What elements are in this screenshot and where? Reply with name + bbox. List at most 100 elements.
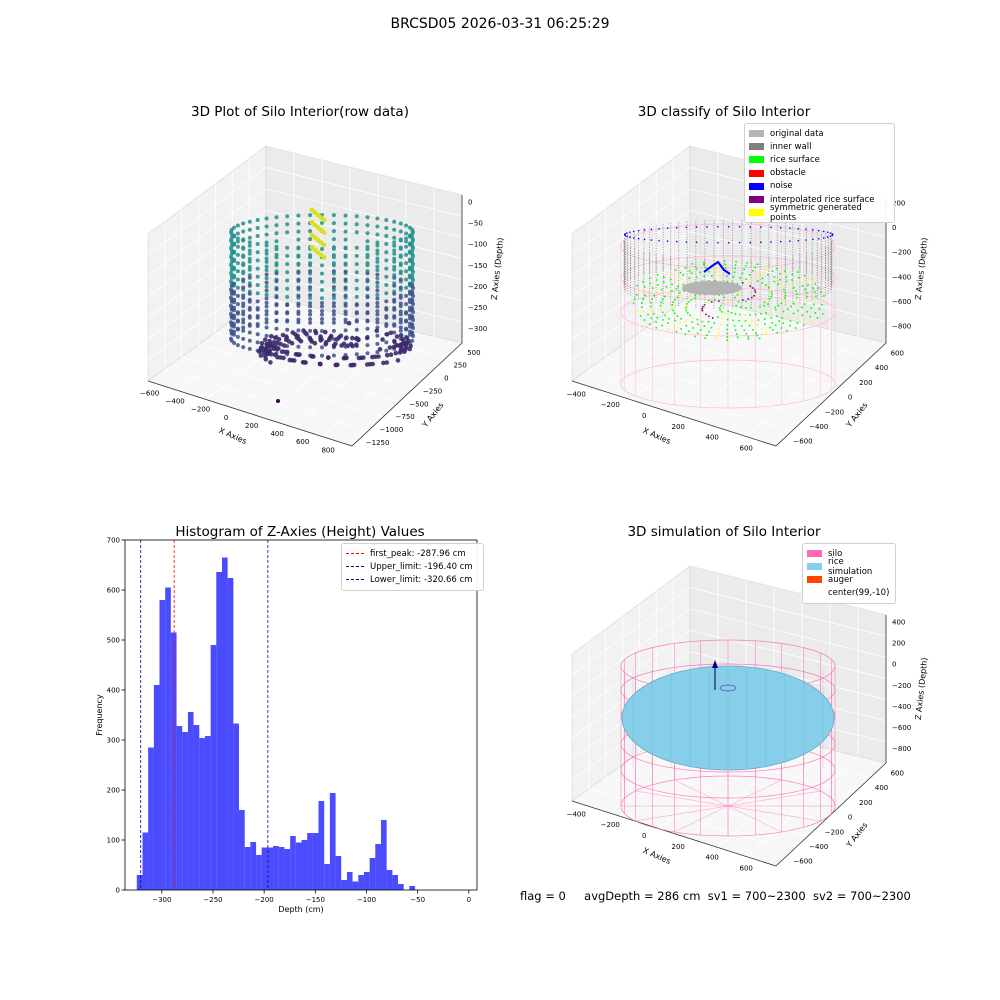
- surface-point: [738, 320, 740, 322]
- raw-point: [393, 350, 399, 356]
- noise-point: [805, 239, 807, 241]
- raw-point: [408, 343, 413, 349]
- grid-line: [600, 302, 719, 391]
- grid-line: [659, 315, 775, 410]
- surface-point: [668, 317, 670, 320]
- raw-point: [320, 271, 324, 276]
- surface-point: [707, 320, 710, 323]
- raw-point: [274, 239, 279, 244]
- raw-point: [375, 251, 380, 256]
- y-tick-label: 700: [107, 537, 120, 545]
- surface-point: [667, 292, 669, 295]
- legend-label: rice surface: [770, 154, 820, 165]
- surface-point: [774, 324, 777, 326]
- surface-point: [635, 294, 638, 296]
- raw-point: [296, 261, 301, 266]
- surface-point: [789, 324, 791, 327]
- histogram-bar: [307, 833, 313, 890]
- surface-point: [705, 267, 708, 269]
- y-tick-label: −400: [809, 423, 828, 431]
- raw-point: [274, 255, 279, 260]
- histogram-bar: [142, 832, 149, 890]
- raw-point: [235, 223, 240, 228]
- raw-point: [247, 330, 252, 335]
- x-tick-label: 600: [740, 864, 753, 872]
- raw-point: [364, 362, 370, 367]
- x-tick-label: 0: [224, 414, 228, 422]
- surface-point: [713, 322, 716, 324]
- noise-point: [706, 226, 708, 228]
- raw-point: [365, 351, 370, 356]
- raw-point: [392, 283, 397, 288]
- surface-point: [791, 279, 793, 281]
- noise-point: [770, 226, 772, 229]
- surface-point: [673, 312, 676, 315]
- raw-point: [235, 285, 240, 290]
- raw-point: [384, 322, 389, 326]
- raw-point: [232, 313, 237, 318]
- raw-point: [354, 262, 359, 267]
- surface-point: [680, 328, 682, 330]
- surface-point: [769, 289, 772, 291]
- raw-point: [354, 222, 359, 227]
- raw-point: [398, 320, 403, 325]
- surface-point: [766, 300, 769, 302]
- noise-point: [676, 227, 678, 229]
- surface-point: [719, 323, 722, 325]
- raw-point: [331, 317, 336, 322]
- surface-point: [708, 270, 710, 273]
- noise-point: [823, 237, 825, 239]
- raw-point: [400, 336, 405, 342]
- raw-point: [392, 227, 397, 232]
- y-tick-label: −200: [825, 408, 844, 416]
- raw-point: [365, 295, 370, 300]
- raw-point: [375, 243, 380, 248]
- surface-point: [643, 319, 646, 321]
- raw-point: [392, 264, 397, 269]
- noise-point: [650, 239, 653, 241]
- grid-line: [746, 755, 859, 858]
- raw-point: [295, 333, 301, 339]
- raw-point: [232, 289, 237, 294]
- raw-point: [255, 242, 260, 246]
- surface-point: [735, 304, 737, 307]
- legend-swatch: [749, 130, 764, 138]
- surface-point: [765, 331, 767, 333]
- grid-line: [689, 608, 887, 658]
- grid-line: [571, 651, 691, 739]
- histogram-bar: [210, 645, 217, 890]
- histogram-bar: [324, 864, 330, 890]
- raw-point: [320, 317, 324, 321]
- raw-point: [404, 252, 409, 257]
- surface-point: [724, 267, 727, 269]
- noise-point: [717, 241, 719, 244]
- surface-point: [737, 291, 739, 294]
- raw-point: [264, 300, 269, 305]
- x-tick-label: 200: [672, 843, 685, 851]
- raw-point: [247, 291, 252, 296]
- surface-point: [680, 294, 682, 296]
- surface-point: [726, 280, 729, 283]
- surface-point: [644, 294, 646, 297]
- noise-point: [685, 241, 688, 243]
- surface-point: [663, 276, 665, 278]
- grid-line: [717, 329, 831, 428]
- raw-point: [264, 333, 269, 338]
- surface-point: [782, 299, 785, 302]
- grid-line: [249, 307, 447, 359]
- surface-point: [754, 306, 757, 309]
- raw-point: [375, 317, 380, 322]
- surface-point: [704, 337, 706, 339]
- surface-point: [814, 312, 817, 314]
- raw-point: [394, 334, 400, 339]
- surface-point: [703, 264, 705, 266]
- raw-point: [308, 309, 313, 314]
- raw-point: [235, 236, 240, 241]
- grid-line: [265, 209, 463, 259]
- surface-point: [803, 319, 806, 321]
- raw-point: [377, 347, 383, 352]
- rice-mesh: [632, 670, 824, 768]
- silo-floor-spoke: [674, 805, 729, 833]
- surface-point: [774, 306, 776, 309]
- raw-point: [241, 229, 246, 234]
